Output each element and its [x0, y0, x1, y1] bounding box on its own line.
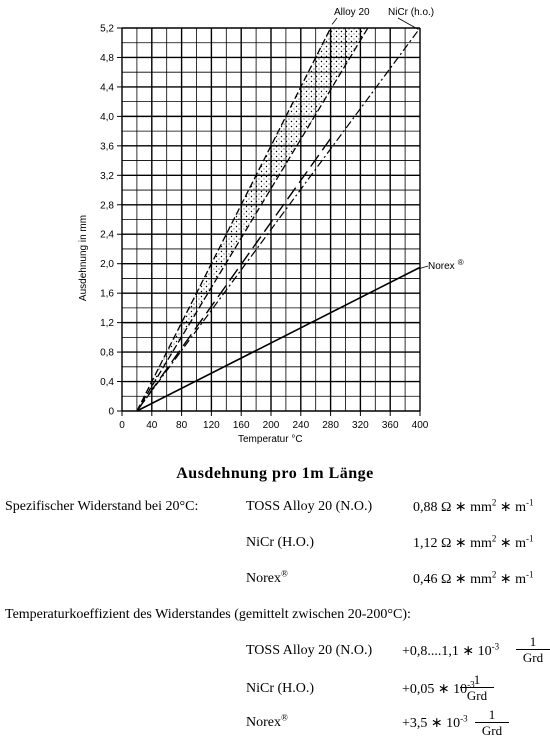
resistance-material-alloy20: TOSS Alloy 20 (N.O.): [246, 499, 373, 514]
x-axis-label: Temperatur °C: [238, 434, 303, 445]
series-lines: [136, 17, 429, 412]
coefficient-value-nicr: +0,05 ∗ 10-3: [402, 679, 475, 697]
y-tick-label: 1,2: [100, 318, 114, 329]
norex-trademark: ®: [458, 258, 464, 267]
y-tick-label: 3,2: [100, 171, 114, 182]
coefficient-value-alloy20: +0,8....1,1 ∗ 10-3: [402, 641, 500, 659]
coefficient-unit-nicr: 1 Grd: [460, 672, 494, 704]
coefficient-label: Temperaturkoeffizient des Widerstandes (…: [5, 607, 411, 622]
coefficient-unit-norex: 1 Grd: [475, 707, 509, 739]
y-tick-label: 0: [108, 407, 114, 418]
y-tick-label: 2,8: [100, 200, 114, 211]
x-tick-label: 240: [292, 420, 309, 431]
y-tick-label: 2,4: [100, 230, 114, 241]
series-line-3: [136, 138, 332, 412]
y-tick-label: 5,2: [100, 24, 114, 35]
x-tick-label: 400: [412, 420, 429, 431]
x-tick-label: 0: [119, 420, 125, 431]
leader-norex: [418, 265, 429, 270]
x-tick-label: 200: [263, 420, 280, 431]
resistance-label: Spezifischer Widerstand bei 20°C:: [5, 499, 199, 514]
y-tick-labels: 0 0,4 0,8 1,2 1,6 2,0 2,4 2,8 3,2 3,6 4,0 4,4 4,8 5,2: [100, 24, 114, 418]
series-line-2: [136, 27, 421, 412]
y-tick-label: 3,6: [100, 141, 114, 152]
expansion-chart: 0 40 80 120 160 200 240 280 320 360 400 0 0,4 0,8 1,2…: [78, 7, 464, 445]
coefficient-material-norex: Norex®: [246, 712, 288, 730]
series-line-0: [136, 27, 332, 412]
y-tick-label: 4,4: [100, 82, 114, 93]
x-tick-label: 160: [233, 420, 250, 431]
resistance-material-nicr: NiCr (H.O.): [246, 535, 315, 550]
resistance-value-norex: 0,46 Ω ∗ mm2 ∗ m-1: [413, 569, 534, 587]
x-tick-label: 120: [203, 420, 220, 431]
series-label-alloy20: Alloy 20: [334, 7, 370, 18]
chart-caption-heading: Ausdehnung pro 1m Länge: [176, 465, 374, 482]
coefficient-value-norex: +3,5 ∗ 10-3: [402, 713, 468, 731]
y-tick-label: 2,0: [100, 259, 114, 270]
series-label-norex: Norex ®: [428, 258, 464, 272]
coefficient-material-nicr: NiCr (H.O.): [246, 681, 315, 696]
x-tick-label: 280: [322, 420, 339, 431]
y-tick-label: 0,8: [100, 348, 114, 359]
y-tick-label: 0,4: [100, 377, 114, 388]
leader-nicr: [397, 17, 419, 30]
leader-alloy20: [331, 17, 338, 25]
y-tick-label: 1,6: [100, 289, 114, 300]
norex-name: Norex: [428, 261, 455, 272]
y-axis-label: Ausdehnung in mm: [78, 215, 89, 301]
x-tick-labels: 0 40 80 120 160 200 240 280 320 360 400: [119, 420, 429, 431]
x-tick-label: 40: [146, 420, 158, 431]
y-tick-label: 4,0: [100, 112, 114, 123]
coefficient-unit-alloy20: 1 Grd: [516, 634, 550, 666]
y-tick-label: 4,8: [100, 53, 114, 64]
resistance-value-alloy20: 0,88 Ω ∗ mm2 ∗ m-1: [413, 497, 534, 515]
chart-grid: [117, 27, 421, 416]
x-tick-label: 360: [382, 420, 399, 431]
series-line-1: [136, 27, 369, 412]
coefficient-material-alloy20: TOSS Alloy 20 (N.O.): [246, 643, 373, 658]
resistance-value-nicr: 1,12 Ω ∗ mm2 ∗ m-1: [413, 533, 534, 551]
series-line-4: [136, 266, 421, 412]
x-tick-label: 80: [176, 420, 188, 431]
resistance-material-norex: Norex®: [246, 568, 288, 586]
x-tick-label: 320: [352, 420, 369, 431]
series-label-nicr: NiCr (h.o.): [388, 7, 434, 18]
